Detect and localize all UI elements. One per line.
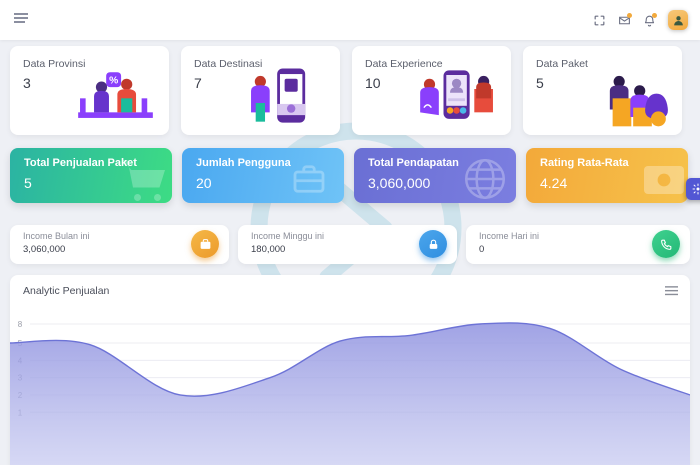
svg-text:%: %	[109, 75, 118, 86]
svg-text:8: 8	[18, 320, 23, 329]
